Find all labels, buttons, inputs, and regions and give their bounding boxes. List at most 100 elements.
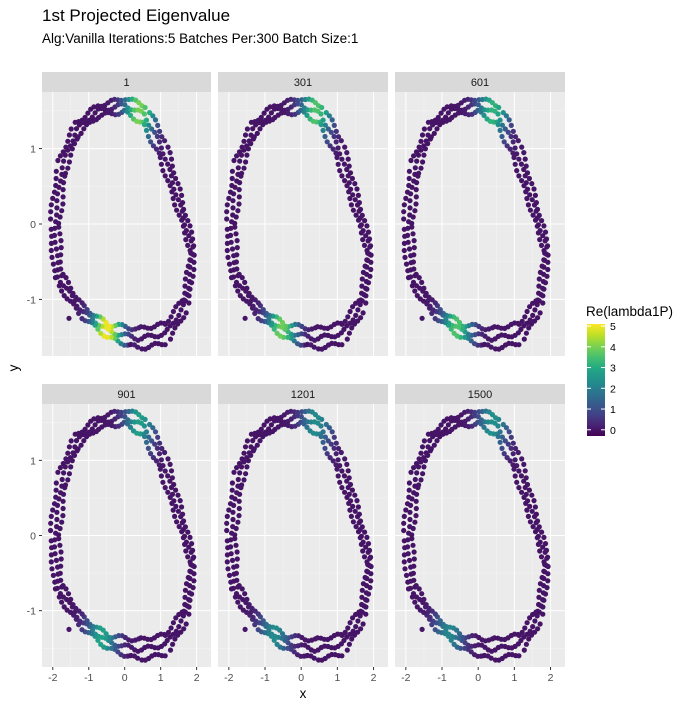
data-point bbox=[141, 122, 148, 128]
data-point bbox=[413, 283, 420, 289]
data-point bbox=[190, 585, 196, 591]
data-point bbox=[408, 260, 414, 266]
data-point bbox=[409, 594, 415, 600]
data-point bbox=[545, 266, 551, 273]
data-point bbox=[160, 463, 166, 469]
data-point bbox=[243, 471, 249, 477]
data-point bbox=[158, 473, 164, 479]
data-point bbox=[322, 133, 328, 140]
data-point bbox=[351, 321, 358, 327]
data-point bbox=[352, 508, 358, 514]
data-point bbox=[236, 201, 242, 207]
y-tick-label: -1 bbox=[27, 294, 36, 306]
data-point bbox=[148, 451, 154, 457]
data-point bbox=[318, 423, 324, 429]
data-point bbox=[412, 519, 418, 525]
data-point bbox=[325, 438, 331, 444]
data-point bbox=[335, 445, 342, 452]
data-point bbox=[538, 242, 545, 248]
x-axis-title: x bbox=[300, 686, 307, 701]
data-point bbox=[54, 509, 60, 515]
data-point bbox=[529, 181, 535, 187]
data-point bbox=[352, 492, 358, 498]
data-point bbox=[423, 450, 429, 456]
data-point bbox=[185, 218, 191, 224]
data-point bbox=[58, 556, 64, 562]
data-point bbox=[329, 429, 335, 435]
data-point bbox=[180, 302, 186, 308]
data-point bbox=[235, 476, 241, 483]
data-point bbox=[234, 549, 240, 555]
data-point bbox=[541, 575, 547, 582]
data-point bbox=[60, 513, 66, 519]
data-point bbox=[534, 302, 540, 308]
data-point bbox=[168, 625, 174, 631]
data-point bbox=[103, 319, 109, 326]
data-point bbox=[271, 637, 277, 643]
data-point bbox=[92, 422, 98, 428]
data-point bbox=[59, 165, 65, 171]
data-point bbox=[189, 541, 195, 547]
data-point bbox=[537, 310, 543, 316]
data-point bbox=[187, 286, 193, 292]
legend-tick-label: 3 bbox=[610, 363, 616, 375]
data-point bbox=[335, 134, 342, 140]
data-point bbox=[191, 571, 197, 577]
data-point bbox=[534, 613, 540, 619]
data-point bbox=[410, 231, 416, 237]
data-point bbox=[156, 139, 163, 145]
x-tick-label: 0 bbox=[298, 672, 304, 684]
data-point bbox=[191, 554, 197, 560]
data-point bbox=[331, 434, 337, 440]
data-point bbox=[181, 533, 188, 539]
data-point bbox=[543, 547, 550, 554]
data-point bbox=[523, 475, 529, 481]
data-point bbox=[481, 424, 487, 430]
data-point bbox=[413, 594, 420, 600]
data-point bbox=[245, 293, 252, 299]
data-point bbox=[462, 645, 468, 651]
data-point bbox=[236, 194, 242, 200]
data-point bbox=[61, 604, 67, 610]
data-point bbox=[65, 138, 71, 144]
data-point bbox=[532, 504, 539, 510]
data-point bbox=[407, 198, 413, 204]
data-point bbox=[165, 489, 171, 495]
data-point bbox=[160, 151, 166, 157]
data-point bbox=[231, 571, 237, 577]
data-point bbox=[162, 468, 168, 474]
data-point bbox=[182, 524, 188, 530]
data-point bbox=[65, 279, 72, 285]
data-point bbox=[246, 138, 252, 144]
data-point bbox=[416, 586, 422, 592]
data-point bbox=[237, 470, 243, 476]
data-point bbox=[165, 456, 171, 462]
data-point bbox=[224, 559, 230, 565]
data-point bbox=[267, 104, 273, 110]
data-point bbox=[504, 143, 510, 149]
data-point bbox=[435, 426, 441, 432]
data-point bbox=[346, 330, 352, 336]
data-point bbox=[427, 438, 433, 444]
data-point bbox=[337, 168, 343, 174]
data-point bbox=[529, 508, 535, 514]
data-point bbox=[496, 104, 502, 111]
y-tick-label: 0 bbox=[30, 531, 36, 543]
data-point bbox=[524, 620, 530, 626]
data-point bbox=[357, 518, 364, 524]
data-point bbox=[406, 494, 412, 500]
data-point bbox=[403, 507, 409, 513]
data-point bbox=[366, 547, 373, 554]
data-point bbox=[429, 310, 435, 316]
data-point bbox=[63, 456, 69, 462]
data-point bbox=[118, 97, 124, 103]
data-point bbox=[139, 657, 145, 663]
facet-panel: 301 bbox=[218, 72, 388, 356]
chart-title: 1st Projected Eigenvalue bbox=[42, 6, 230, 25]
data-point bbox=[512, 161, 518, 167]
data-point bbox=[295, 97, 301, 103]
data-point bbox=[167, 461, 173, 467]
data-point bbox=[361, 554, 368, 560]
data-point bbox=[412, 288, 418, 294]
data-point bbox=[230, 524, 236, 530]
